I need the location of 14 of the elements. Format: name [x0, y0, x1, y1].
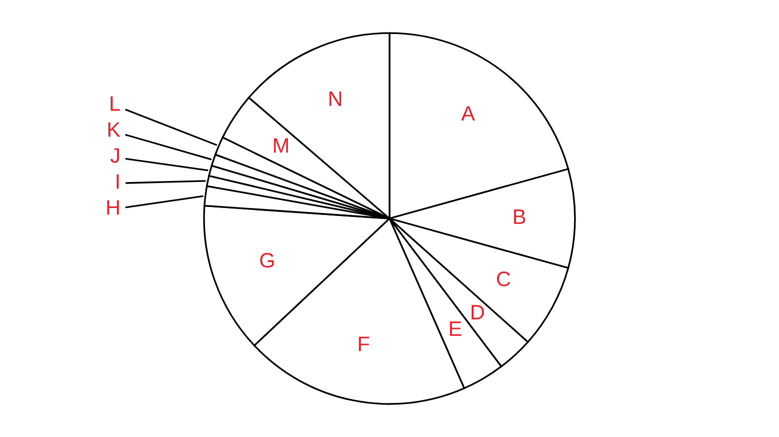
slice-label: H: [107, 200, 119, 215]
slice-label: N: [330, 92, 342, 106]
slice-label: G: [260, 252, 274, 268]
slice-label: J: [110, 148, 120, 163]
slice-label: A: [461, 106, 476, 121]
slice-label: K: [108, 122, 120, 137]
slice-label: C: [497, 272, 510, 286]
slice-label: D: [472, 305, 484, 320]
slice-label: M: [274, 138, 288, 153]
slice-label: E: [450, 322, 462, 336]
slice-label: B: [514, 210, 526, 224]
slice-label: L: [110, 96, 120, 111]
slice-label: F: [358, 336, 370, 352]
slice-label: I: [116, 174, 119, 189]
